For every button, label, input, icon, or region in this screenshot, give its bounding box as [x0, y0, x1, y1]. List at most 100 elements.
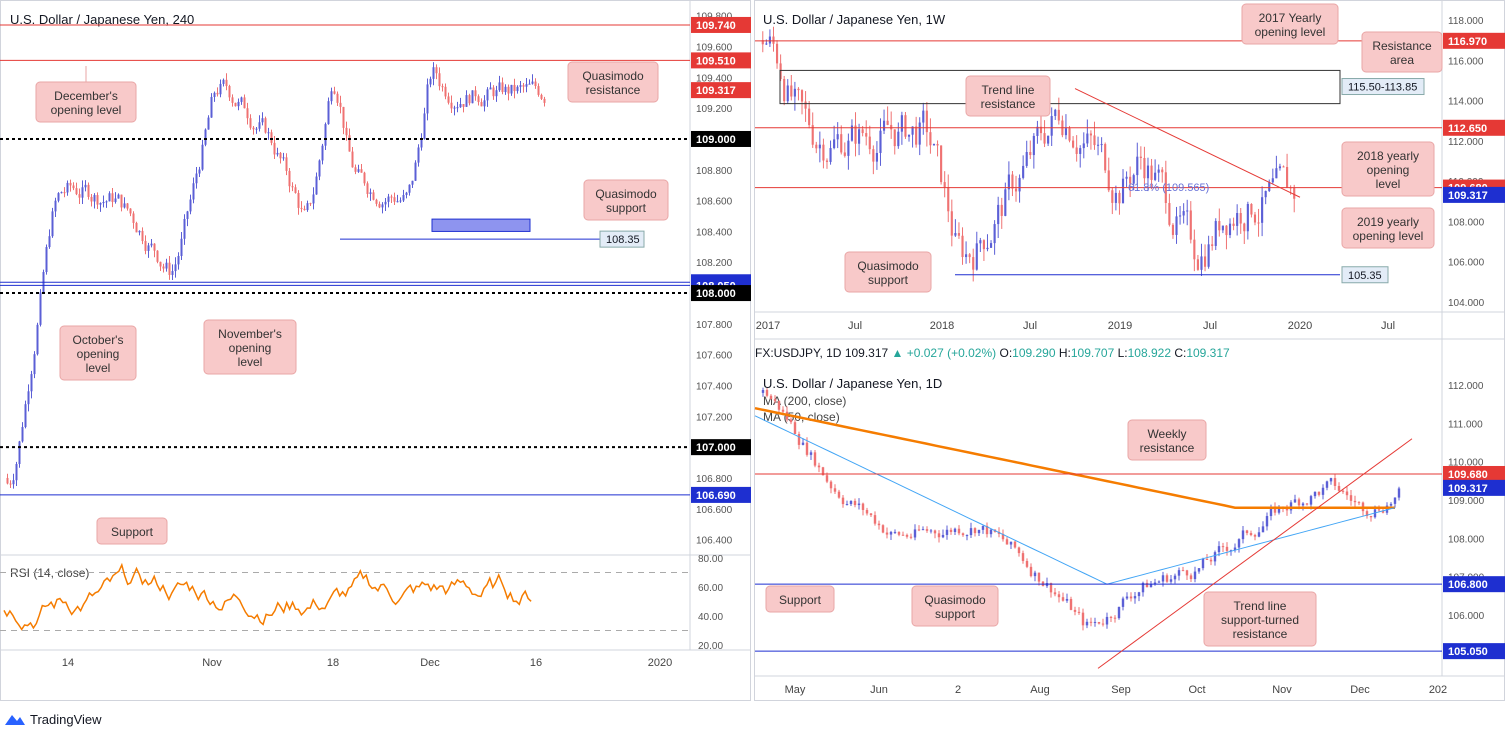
candle-body — [156, 250, 159, 262]
rsi-y-tick: 80.00 — [698, 554, 723, 565]
candle-body — [21, 427, 24, 442]
candle-body — [222, 79, 225, 84]
candle-body — [1261, 197, 1264, 223]
h4-price-box — [691, 16, 751, 33]
w1-x-tick: 2020 — [1288, 320, 1312, 332]
candle-body — [929, 132, 932, 146]
candle-body — [459, 104, 462, 108]
candle-body — [195, 173, 198, 184]
candle-body — [216, 92, 219, 95]
y-tick-label: 110.000 — [1448, 458, 1484, 469]
d1-symbol-part: 109.317 — [1186, 346, 1230, 360]
candle-body — [1018, 177, 1021, 192]
candle-body — [1118, 192, 1121, 204]
candle-body — [1082, 143, 1085, 149]
candle-body — [132, 213, 135, 223]
candle-body — [1100, 144, 1103, 146]
candle-body — [933, 530, 937, 534]
candle-body — [900, 115, 903, 132]
candle-body — [492, 87, 495, 97]
y-tick-label: 106.000 — [1448, 611, 1485, 622]
candle-body — [111, 193, 114, 202]
candle-body — [450, 102, 453, 109]
candle-body — [868, 136, 871, 150]
candle-body — [510, 84, 513, 94]
candle-body — [60, 192, 63, 194]
w1-resistance-zone — [779, 69, 1341, 105]
candle-body — [1329, 478, 1333, 482]
candle-body — [893, 129, 896, 147]
w1-x-tick: Jul — [848, 320, 862, 332]
candle-body — [96, 195, 99, 205]
candle-body — [456, 107, 459, 109]
candle-body — [837, 491, 841, 498]
tradingview-logo[interactable]: TradingView — [4, 710, 102, 728]
d1-x-tick: Oct — [1188, 684, 1205, 696]
candle-body — [1161, 169, 1164, 173]
w1-price-label: 112.650 — [1448, 123, 1487, 135]
candle-body — [889, 531, 893, 535]
candle-body — [1064, 128, 1068, 136]
candle-body — [1301, 503, 1305, 506]
candle-body — [1233, 547, 1237, 551]
candle-body — [801, 442, 805, 445]
candle-body — [950, 211, 953, 236]
d1-symbol-part: FX:USDJPY, 1D — [755, 346, 845, 360]
candle-body — [1179, 215, 1182, 217]
candle-body — [15, 464, 18, 481]
candle-body — [829, 148, 832, 162]
candle-body — [1011, 174, 1014, 189]
candle-body — [354, 167, 357, 172]
candle-body — [405, 192, 408, 196]
d1-symbol-part: ▲ +0.027 (+0.02%) — [892, 346, 1000, 360]
d1-symbol-part: H: — [1059, 346, 1071, 360]
candle-body — [804, 101, 807, 109]
candle-body — [825, 160, 829, 162]
candle-body — [1182, 211, 1185, 216]
candle-body — [975, 243, 978, 270]
h4-price-label: 106.690 — [696, 490, 736, 502]
candle-body — [929, 530, 933, 532]
candle-body — [75, 188, 78, 195]
candle-body — [886, 120, 889, 125]
tradingview-logo-text: TradingView — [30, 711, 102, 727]
candle-body — [465, 95, 468, 107]
candle-body — [1029, 566, 1033, 577]
candle-body — [1193, 239, 1196, 260]
candle-body — [857, 503, 861, 506]
candle-body — [117, 194, 120, 199]
candle-body — [477, 96, 480, 103]
left-panel-frame — [0, 0, 751, 701]
candle-body — [893, 531, 897, 533]
candle-body — [462, 104, 465, 107]
candle-body — [480, 102, 483, 107]
candle-body — [1129, 596, 1133, 599]
candle-body — [953, 528, 957, 533]
candle-body — [1081, 612, 1085, 626]
h4-x-tick: 2020 — [648, 657, 672, 669]
candle-body — [1249, 533, 1253, 536]
d1-price-box — [1443, 643, 1505, 660]
candle-body — [1225, 546, 1229, 551]
candle-body — [789, 419, 793, 423]
candle-body — [267, 132, 270, 134]
candle-body — [525, 84, 528, 87]
candle-body — [879, 130, 882, 153]
candle-body — [534, 81, 537, 87]
callout-quasimodo-support-text: Quasimodo — [595, 187, 657, 201]
candle-body — [1150, 165, 1153, 180]
candle-body — [54, 200, 57, 212]
candle-body — [186, 211, 189, 219]
callout-october-opening-text: level — [86, 361, 111, 375]
callout-2019-yearly — [1341, 207, 1435, 249]
d1-symbol-part: L: — [1118, 346, 1128, 360]
candle-body — [941, 534, 945, 538]
candle-body — [1365, 511, 1369, 516]
h4-price-box — [691, 285, 751, 302]
callout-trend-resistance — [965, 75, 1051, 117]
candle-body — [336, 93, 339, 103]
candle-body — [808, 108, 811, 126]
candle-body — [1136, 156, 1139, 176]
candle-body — [1121, 178, 1125, 204]
candle-body — [318, 160, 321, 177]
